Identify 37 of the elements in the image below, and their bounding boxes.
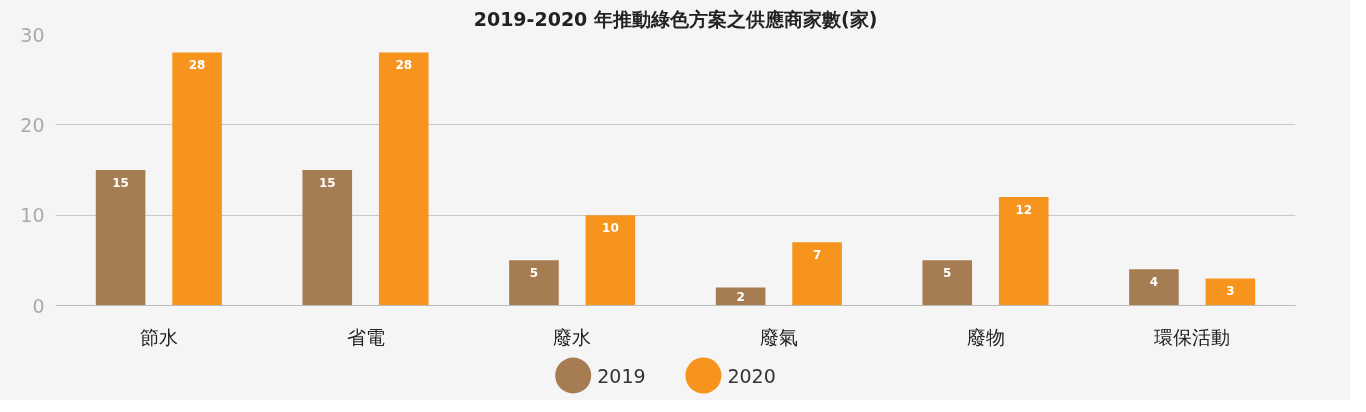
legend-label: 2019 xyxy=(597,364,646,387)
data-label: 28 xyxy=(395,58,413,73)
bar xyxy=(378,52,429,306)
y-tick-label: 30 xyxy=(20,23,45,46)
bar xyxy=(585,215,636,306)
data-label: 10 xyxy=(602,220,619,235)
bar xyxy=(1129,269,1179,306)
data-label: 15 xyxy=(112,175,129,190)
data-label: 5 xyxy=(529,266,539,281)
data-label: 4 xyxy=(1149,275,1159,290)
x-tick-label: 廢氣 xyxy=(759,325,798,348)
bar xyxy=(715,287,766,306)
data-label: 12 xyxy=(1015,202,1033,217)
bar xyxy=(95,170,146,306)
data-label: 5 xyxy=(943,266,952,281)
bar xyxy=(922,260,973,306)
bar xyxy=(509,260,559,306)
x-tick-label: 省電 xyxy=(346,325,385,348)
data-label: 2 xyxy=(736,289,745,304)
chart-title: 2019-2020 年推動綠色方案之供應商家數(家) xyxy=(473,7,878,30)
x-tick-label: 環保活動 xyxy=(1154,325,1231,348)
x-tick-label: 廢物 xyxy=(966,325,1005,348)
bar xyxy=(792,242,842,306)
x-tick-label: 節水 xyxy=(139,325,178,348)
bar xyxy=(998,197,1049,306)
y-tick-label: 20 xyxy=(20,113,45,136)
data-label: 28 xyxy=(188,58,206,73)
legend-label: 2020 xyxy=(727,364,776,387)
bar xyxy=(302,170,353,306)
data-label: 7 xyxy=(812,247,822,262)
x-tick-label: 廢水 xyxy=(553,325,592,348)
bar xyxy=(172,52,222,306)
data-label: 15 xyxy=(318,175,336,190)
y-tick-label: 10 xyxy=(20,204,45,227)
bar xyxy=(1205,278,1256,306)
y-tick-label: 0 xyxy=(32,294,45,317)
data-label: 3 xyxy=(1226,284,1235,299)
